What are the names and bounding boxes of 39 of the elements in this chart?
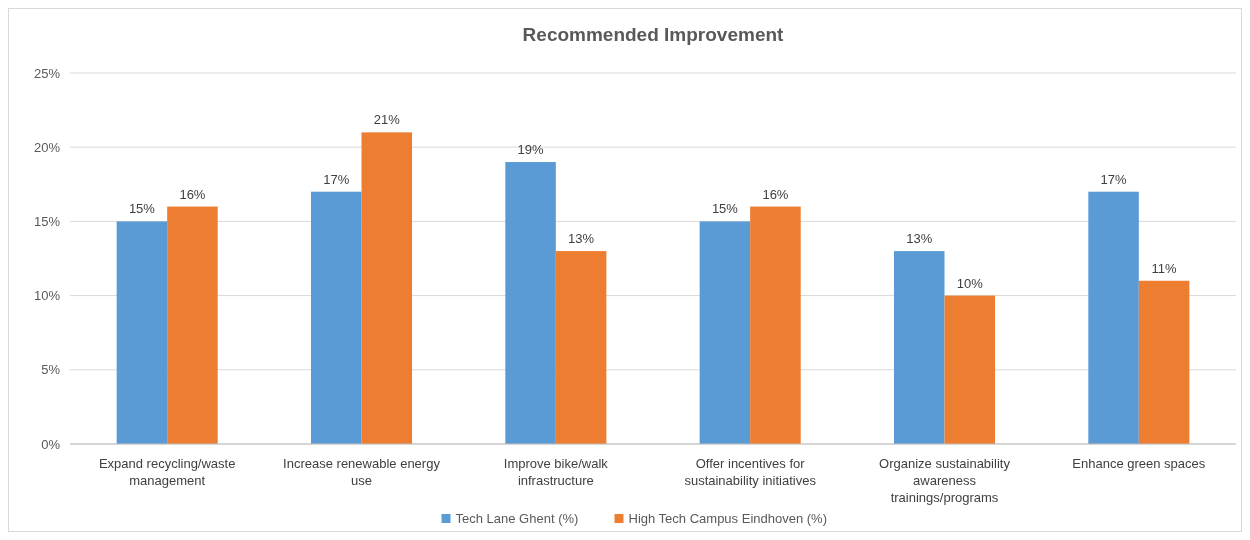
- bar: [1088, 191, 1139, 444]
- data-label: 16%: [179, 186, 206, 202]
- y-tick-label: 0%: [41, 436, 61, 452]
- y-tick-label: 5%: [41, 362, 61, 378]
- data-label: 17%: [323, 171, 350, 187]
- data-label: 17%: [1100, 171, 1128, 187]
- bar: [1138, 280, 1190, 444]
- bar: [361, 132, 413, 444]
- x-tick-label: Enhance green spaces: [1072, 456, 1206, 471]
- data-label: 16%: [762, 186, 789, 202]
- bar: [505, 162, 556, 444]
- data-label: 21%: [373, 112, 401, 128]
- y-tick-label: 20%: [33, 139, 61, 155]
- x-tick-label: Increase renewable energy use: [283, 456, 441, 488]
- legend-label: Tech Lane Ghent (%): [455, 511, 579, 526]
- data-label: 13%: [568, 231, 595, 247]
- x-tick-label: Organize sustainability awareness trainings/programs: [879, 456, 1011, 505]
- bar: [699, 221, 751, 444]
- y-tick-label: 15%: [33, 213, 61, 229]
- y-tick-label: 25%: [33, 65, 61, 81]
- data-label: 15%: [128, 201, 156, 217]
- x-tick-label: Offer incentives for sustainability initiatives: [684, 456, 817, 488]
- bar: [893, 251, 945, 444]
- bar: [310, 191, 362, 444]
- data-label: 19%: [517, 142, 545, 158]
- x-tick-label: Improve bike/walk infrastructure: [503, 456, 609, 488]
- bar: [750, 206, 801, 444]
- x-tick-label: Expand recycling/waste management: [98, 456, 236, 488]
- legend-label: High Tech Campus Eindhoven (%): [628, 511, 827, 526]
- data-label: 10%: [956, 275, 984, 291]
- bar: [116, 221, 168, 444]
- bar: [944, 295, 996, 444]
- data-label: 13%: [906, 231, 933, 247]
- bar: [167, 206, 218, 444]
- data-label: 11%: [1151, 260, 1178, 276]
- y-tick-label: 10%: [33, 288, 61, 304]
- data-label: 15%: [711, 201, 739, 217]
- chart-title: Recommended Improvement: [522, 24, 785, 45]
- bar: [555, 251, 607, 444]
